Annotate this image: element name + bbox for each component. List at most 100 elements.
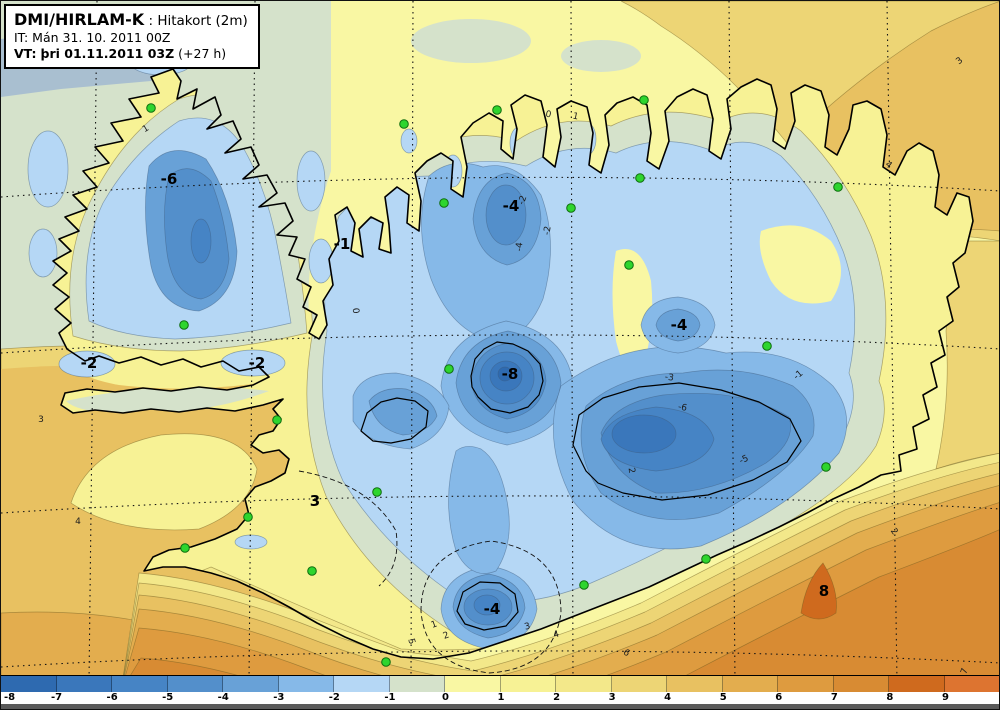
contour-value-label: 0 — [350, 308, 360, 315]
dashed-contour-south — [420, 540, 562, 674]
sea-warm-blob-8 — [800, 562, 837, 620]
colorbar-tick-label: -4 — [217, 692, 229, 703]
station-dot — [701, 554, 711, 564]
contour-value-label: -6 — [677, 402, 688, 414]
langjokull-outline — [360, 397, 429, 444]
dashed-contour-reykjanes — [298, 470, 398, 587]
colorbar-tick-label: 3 — [608, 692, 616, 703]
colorbar-segment — [611, 676, 667, 692]
colorbar-segment — [167, 676, 223, 692]
colorbar-tick-label: 5 — [719, 692, 727, 703]
temperature-label: -4 — [671, 316, 688, 334]
colorbar-labels: -8 -7 -6 -5 -4 -3 -2 -1 0 1 2 3 4 5 6 7 8 9 — [1, 692, 999, 704]
station-dot — [272, 415, 282, 425]
ne-warm-patch — [759, 225, 841, 304]
colorbar-segment — [722, 676, 778, 692]
north-central-m5 — [485, 184, 527, 246]
colorbar-tick-label: 9 — [941, 692, 949, 703]
contour-value-label: 1 — [572, 112, 580, 123]
sea-green-patch — [561, 40, 641, 72]
model-title-line: DMI/HIRLAM-K : Hitakort (2m) — [14, 10, 248, 30]
init-time-value: Mán 31. 10. 2011 00Z — [32, 30, 171, 46]
station-dot — [821, 462, 831, 472]
fjord-cold-patch — [400, 128, 418, 154]
contour-value-label: -2 — [542, 225, 553, 236]
colorbar-segments — [1, 675, 999, 692]
colorbar-segment — [278, 676, 334, 692]
contour-value-label: 2 — [442, 630, 451, 641]
contour-value-label: 7 — [959, 667, 970, 676]
station-dot — [762, 341, 772, 351]
colorbar-segment — [334, 676, 390, 692]
ne-warm-tongue — [612, 249, 653, 373]
station-dot — [639, 95, 649, 105]
valid-time-line: VT: þri 01.11.2011 03Z (+27 h) — [14, 46, 248, 62]
contour-value-label: 4 — [883, 160, 894, 172]
colorbar-tick-label: 8 — [886, 692, 894, 703]
contour-value-label: 2 — [888, 527, 899, 537]
contour-value-label: 2 — [626, 467, 637, 474]
vatnajokull-m7 — [611, 414, 677, 454]
temperature-label: -4 — [484, 600, 501, 618]
station-dot — [492, 105, 502, 115]
sea-cold-patch — [27, 130, 69, 208]
colorbar-segment — [389, 676, 445, 692]
contour-value-label: 0 — [545, 110, 553, 121]
contour-value-label: 3 — [523, 621, 531, 632]
colorbar-segment — [944, 676, 999, 692]
station-dot — [307, 566, 317, 576]
station-dot — [635, 173, 645, 183]
colorbar-tick-label: 4 — [664, 692, 672, 703]
station-dot — [624, 260, 634, 270]
colorbar-tick-label: 6 — [775, 692, 783, 703]
graticule — [1, 1, 999, 683]
hofsjokull-m8 — [497, 366, 513, 382]
model-info-box: DMI/HIRLAM-K : Hitakort (2m) IT: Mán 31.… — [4, 4, 260, 69]
colorbar-tick-label: 0 — [441, 692, 449, 703]
sea-green-patch — [411, 19, 531, 63]
station-dot — [833, 182, 843, 192]
contour-value-label: 5 — [405, 637, 416, 645]
myrdalsjokull-m6 — [473, 594, 501, 616]
station-dot — [381, 657, 391, 667]
colorbar-tick-label: -2 — [328, 692, 340, 703]
station-dot — [439, 198, 449, 208]
colorbar-segment — [445, 676, 501, 692]
colorbar-tick-label: -5 — [162, 692, 174, 703]
contour-value-label: 6 — [621, 648, 632, 660]
colorbar-segment — [112, 676, 168, 692]
valid-time-value: þri 01.11.2011 03Z — [40, 45, 175, 61]
coastal-cold-pocket — [234, 534, 268, 550]
colorbar-tick-label: -7 — [50, 692, 63, 703]
sea-cold-patch — [28, 228, 58, 278]
temperature-label: -2 — [249, 354, 266, 372]
colorbar-segment — [56, 676, 112, 692]
colorbar-tick-label: -3 — [273, 692, 285, 703]
contour-value-label: 1 — [141, 124, 151, 136]
station-dot — [444, 364, 454, 374]
temperature-label: -2 — [81, 354, 98, 372]
colorbar-segment — [833, 676, 889, 692]
temperature-label: -1 — [334, 235, 351, 253]
colorbar-segment — [500, 676, 556, 692]
model-name: DMI/HIRLAM-K — [14, 10, 145, 29]
myrdalsjokull-outline — [456, 581, 519, 631]
colorbar-tick-label: 1 — [497, 692, 505, 703]
colorbar-segment — [223, 676, 279, 692]
sea-cold-patch — [296, 150, 326, 212]
colorbar-tick-label: 7 — [830, 692, 838, 703]
station-dot — [243, 512, 253, 522]
station-dot — [372, 487, 382, 497]
station-dot — [566, 203, 576, 213]
contour-value-label: -5 — [738, 454, 750, 467]
temperature-labels: -6-1-4-4-2 -2-83-48 — [81, 170, 830, 618]
snaefellsnes-green — [66, 386, 269, 414]
colorbar-segment — [556, 676, 612, 692]
contour-value-label: 3 — [954, 56, 965, 67]
contour-value-label: 1 — [430, 619, 439, 630]
station-dot — [399, 119, 409, 129]
contour-value-label: -4 — [515, 242, 526, 252]
colorbar-segment — [1, 676, 57, 692]
